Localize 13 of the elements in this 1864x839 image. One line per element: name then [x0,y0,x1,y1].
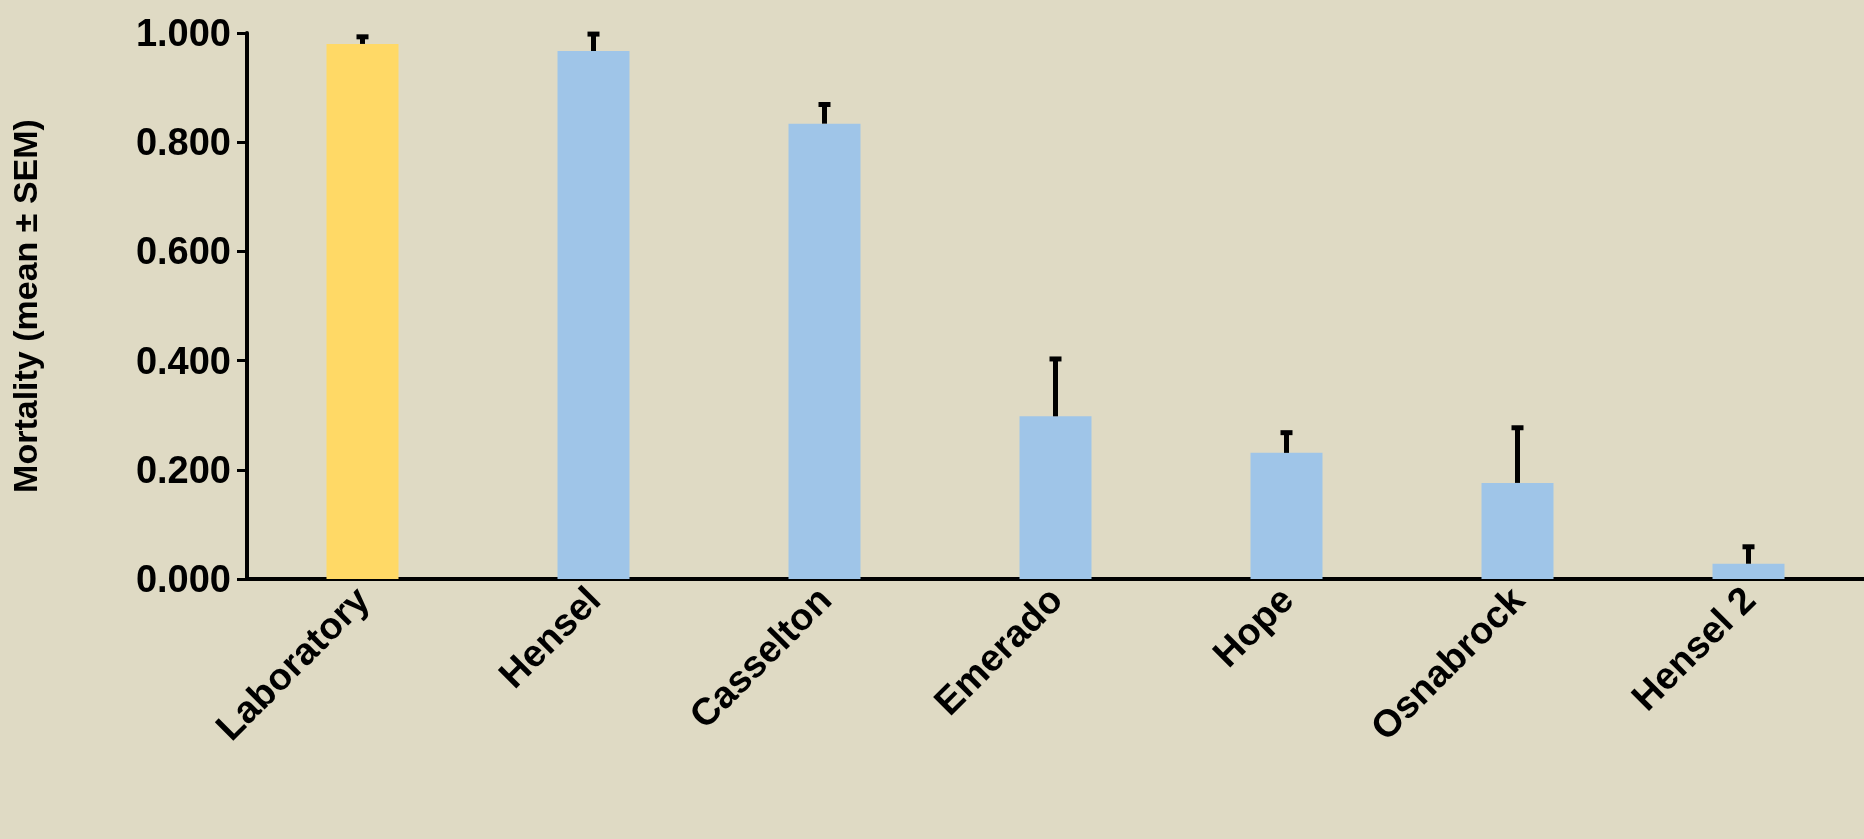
y-tick-label: 1.000 [135,12,231,54]
bar [1712,563,1785,579]
bar [1481,482,1554,579]
y-tick-label: 0.600 [135,230,231,273]
y-axis-title: Mortality (mean ± SEM) [6,119,44,493]
bar [788,123,861,579]
y-tick-label: 0.800 [135,121,231,164]
y-tick-label: 0.200 [135,448,231,491]
bar [1019,416,1092,579]
bar [326,43,399,579]
bar [1250,452,1323,579]
y-tick-label: 0.400 [135,339,231,382]
bar [557,51,630,579]
